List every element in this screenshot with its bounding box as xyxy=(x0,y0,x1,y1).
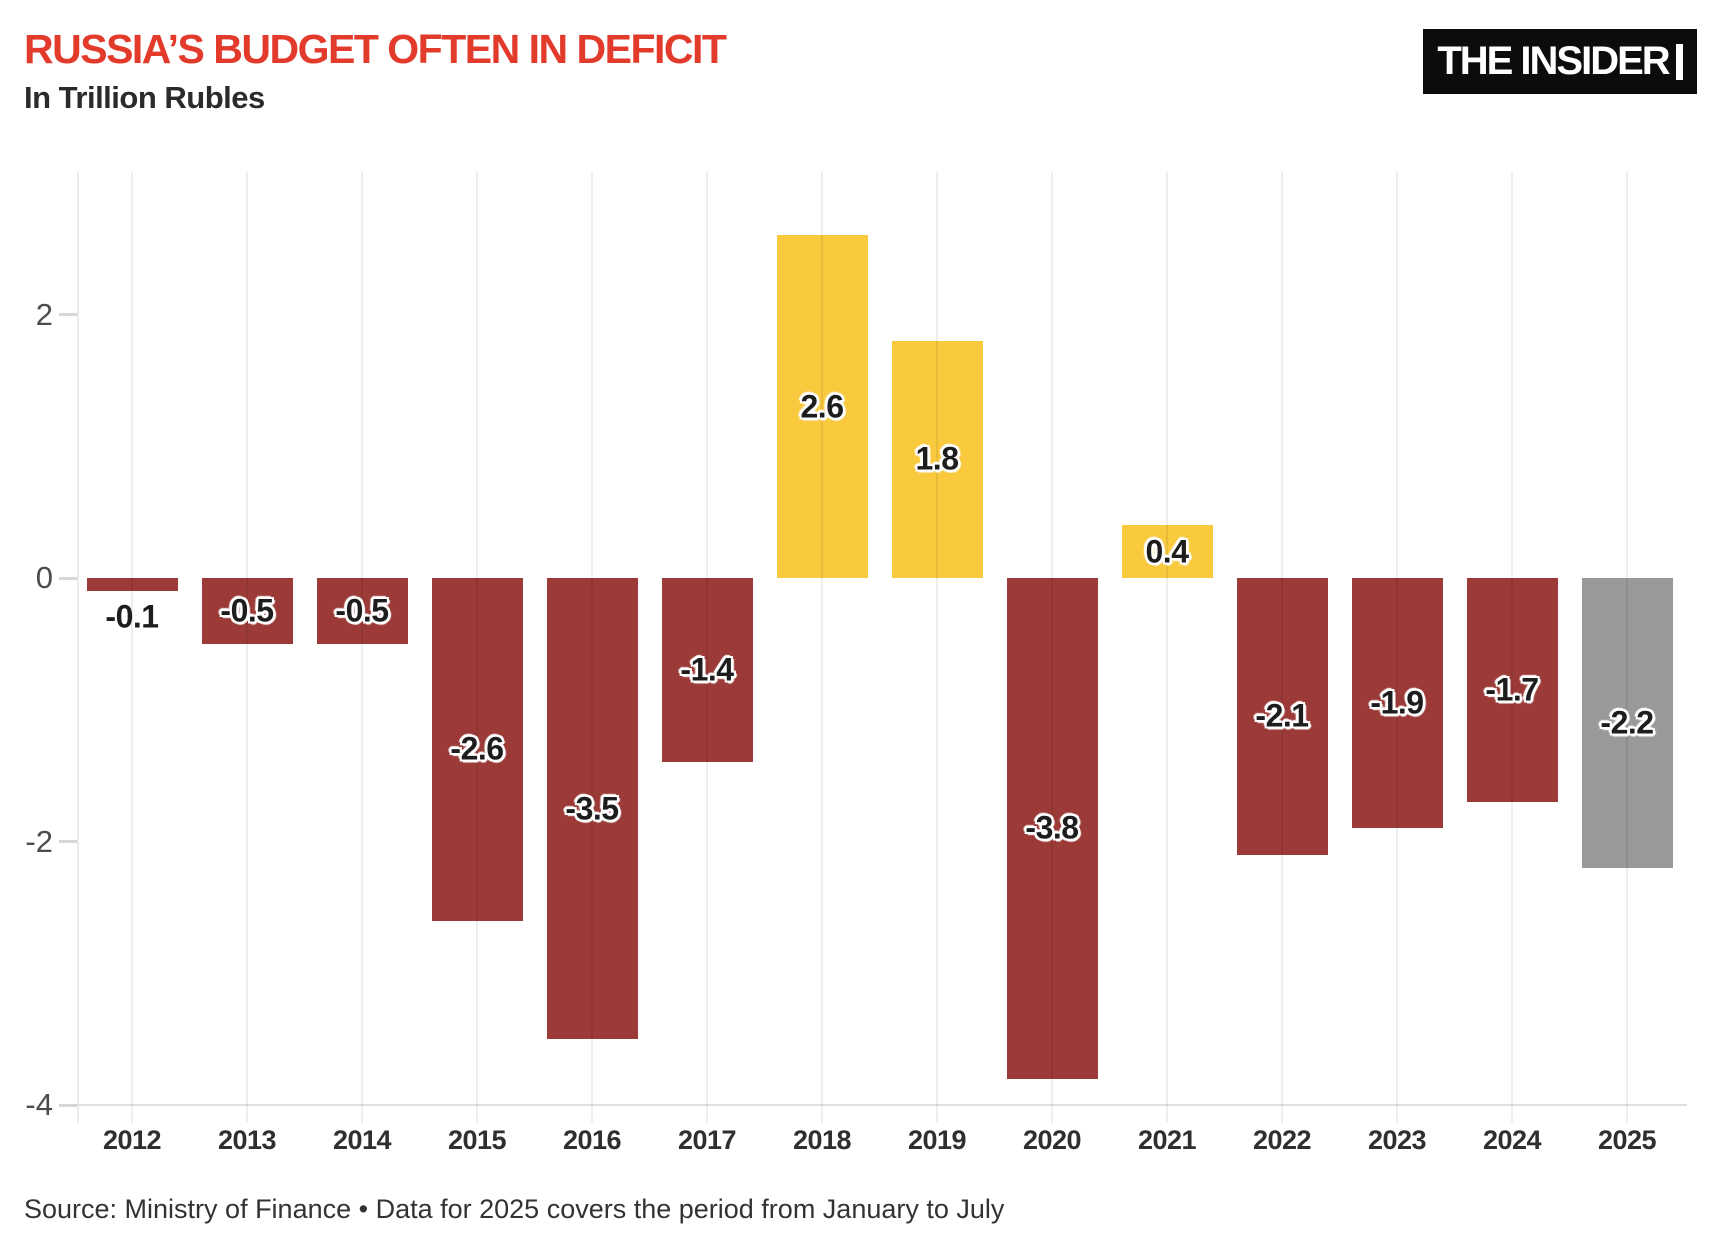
bar-label-2025: -2.2 xyxy=(1600,704,1654,741)
gridline-2025 xyxy=(1626,172,1628,1123)
source-note: Source: Ministry of Finance • Data for 2… xyxy=(24,1194,1005,1224)
bar-2015 xyxy=(431,578,523,921)
bar-2016 xyxy=(546,578,638,1040)
x-tick-label-2012: 2012 xyxy=(102,1125,162,1155)
bar-label-2017: -1.4 xyxy=(680,651,734,688)
gridline-2017 xyxy=(706,172,708,1123)
y-tick-mark xyxy=(59,313,77,316)
gridline-2022 xyxy=(1281,172,1283,1123)
y-tick-label-0: 0 xyxy=(35,560,53,595)
chart-subtitle: In Trillion Rubles xyxy=(24,80,265,115)
bar-label-2015: -2.6 xyxy=(450,730,504,767)
bar-2014 xyxy=(316,578,408,644)
bar-chart: 2 0 -2 -4 -0.1 2012 -0.5 2013 -0.5 2014 -2.6 2015 -3… xyxy=(25,172,1687,1155)
x-tick-label-2020: 2020 xyxy=(1022,1125,1082,1155)
x-tick-label-2017: 2017 xyxy=(677,1125,737,1155)
bar-2023 xyxy=(1351,578,1443,829)
gridline-2019 xyxy=(936,172,938,1123)
bar-label-2022: -2.1 xyxy=(1255,697,1309,734)
bar-2017 xyxy=(661,578,753,763)
bar-label-2024: -1.7 xyxy=(1485,671,1539,708)
gridline-2015 xyxy=(476,172,478,1123)
y-tick-mark xyxy=(59,840,77,843)
bar-label-2012: -0.1 xyxy=(105,598,159,635)
bar-2021 xyxy=(1121,525,1213,578)
bar-label-2021: 0.4 xyxy=(1145,533,1189,570)
y-axis-line xyxy=(77,172,79,1123)
bar-label-2020: -3.8 xyxy=(1025,809,1079,846)
x-axis-line xyxy=(77,1104,1687,1106)
the-insider-logo: THE INSIDER xyxy=(1423,29,1697,94)
y-tick-label-2: 2 xyxy=(35,296,53,332)
x-tick-label-2018: 2018 xyxy=(792,1125,852,1155)
chart-title: RUSSIA’S BUDGET OFTEN IN DEFICIT xyxy=(24,26,727,72)
gridline-2012 xyxy=(131,172,133,1123)
bar-label-2013: -0.5 xyxy=(220,592,274,629)
bar-2025 xyxy=(1581,578,1673,868)
logo-text: THE INSIDER xyxy=(1437,39,1670,83)
x-tick-label-2019: 2019 xyxy=(907,1125,967,1155)
y-tick-label--2: -2 xyxy=(25,823,53,859)
logo-cursor-bar-icon xyxy=(1675,43,1683,80)
x-tick-label-2014: 2014 xyxy=(332,1125,392,1155)
bar-2020 xyxy=(1006,578,1098,1079)
bar-2024 xyxy=(1466,578,1558,802)
x-tick-label-2021: 2021 xyxy=(1137,1125,1197,1155)
bar-label-2016: -3.5 xyxy=(565,790,619,827)
x-tick-label-2013: 2013 xyxy=(217,1125,277,1155)
gridline-2013 xyxy=(246,172,248,1123)
x-tick-label-2015: 2015 xyxy=(447,1125,507,1155)
bar-2013 xyxy=(201,578,293,644)
gridline-2021 xyxy=(1166,172,1168,1123)
gridline-2020 xyxy=(1051,172,1053,1123)
bar-label-2014: -0.5 xyxy=(335,592,389,629)
bar-2019 xyxy=(891,340,983,578)
gridline-2023 xyxy=(1396,172,1398,1123)
y-tick-label--4: -4 xyxy=(25,1087,53,1122)
x-tick-label-2025: 2025 xyxy=(1597,1125,1657,1155)
x-tick-label-2023: 2023 xyxy=(1367,1125,1427,1155)
gridline-2014 xyxy=(361,172,363,1123)
bar-2012 xyxy=(86,578,178,592)
x-tick-label-2022: 2022 xyxy=(1252,1125,1312,1155)
gridline-2018 xyxy=(821,172,823,1123)
bar-label-2019: 1.8 xyxy=(915,440,959,477)
y-tick-mark xyxy=(59,576,77,580)
gridline-2024 xyxy=(1511,172,1513,1123)
bar-2018 xyxy=(776,235,868,578)
bar-label-2023: -1.9 xyxy=(1370,684,1424,721)
bar-2022 xyxy=(1236,578,1328,855)
bar-label-2018: 2.6 xyxy=(800,388,844,425)
gridline-2016 xyxy=(591,172,593,1123)
y-tick-mark xyxy=(59,1103,77,1107)
x-tick-label-2024: 2024 xyxy=(1482,1125,1542,1155)
x-tick-label-2016: 2016 xyxy=(562,1125,622,1155)
